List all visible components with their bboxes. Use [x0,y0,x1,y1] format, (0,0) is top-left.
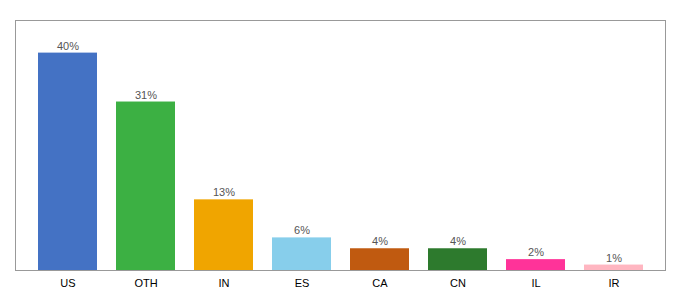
svg-text:CN: CN [450,277,466,289]
svg-text:4%: 4% [372,235,388,247]
svg-text:IR: IR [609,277,620,289]
svg-text:1%: 1% [606,252,622,264]
svg-text:13%: 13% [213,186,235,198]
svg-text:US: US [60,277,75,289]
svg-text:CA: CA [372,277,388,289]
svg-text:4%: 4% [450,235,466,247]
svg-text:ES: ES [295,277,310,289]
svg-text:2%: 2% [528,246,544,258]
svg-text:31%: 31% [135,89,157,101]
svg-text:40%: 40% [57,40,79,52]
svg-text:6%: 6% [294,224,310,236]
svg-text:OTH: OTH [134,277,157,289]
svg-text:IN: IN [219,277,230,289]
svg-text:IL: IL [531,277,540,289]
